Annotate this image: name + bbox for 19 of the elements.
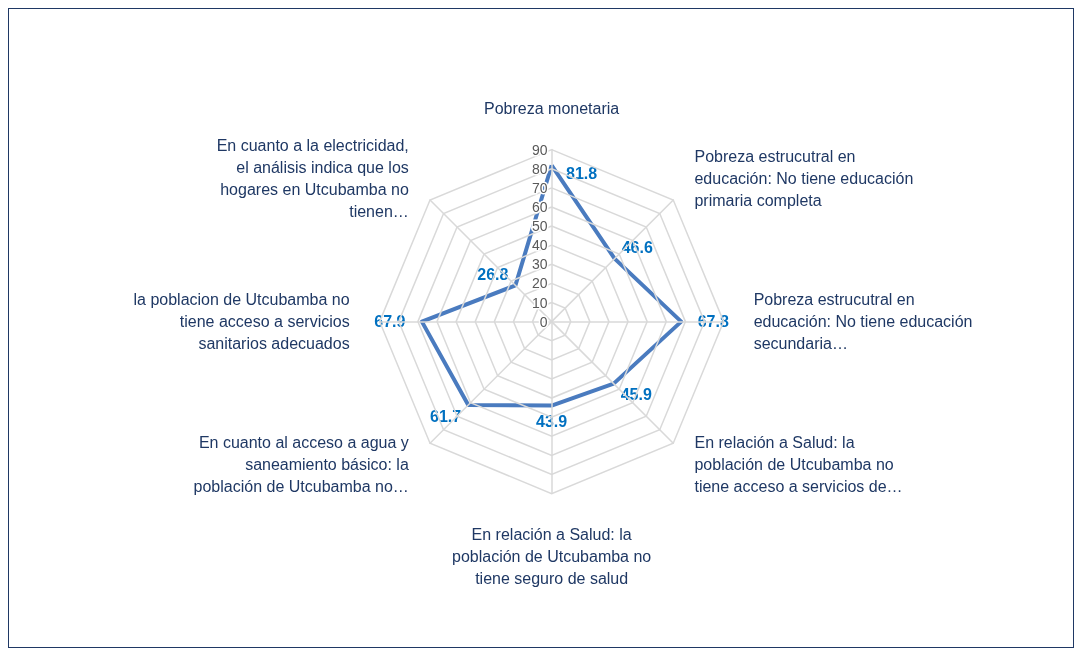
spoke-label: Pobreza monetaria	[484, 100, 620, 118]
spoke-label: la poblacion de Utcubamba no tiene acceso a servicios sanitarios adecuados	[133, 291, 350, 353]
data-label: 45.9	[620, 386, 652, 404]
y-tick-label: 40	[532, 237, 548, 254]
data-label: 43.9	[536, 413, 568, 431]
spoke-label: En relación a Salud: la población de Utcubamba no tiene acceso a servicios de…	[694, 433, 903, 495]
spoke-label: Pobreza estrucutral en educación: No tiene educación secundaria…	[753, 291, 973, 353]
spoke-label: Pobreza estrucutral en educación: No tiene educación primaria completa	[694, 148, 914, 210]
y-tick-label: 30	[532, 256, 548, 273]
spoke-label: En cuanto al acceso a agua y saneamiento básico: la población de Utcubamba no…	[193, 433, 409, 495]
y-tick-label: 80	[532, 160, 548, 177]
y-tick-label: 20	[532, 275, 548, 292]
spoke-label: En cuanto a la electricidad, el análisis indica que los hogares en Utcubamba no tienen…	[216, 137, 409, 221]
spoke-label: En relación a Salud: la población de Utcubamba no tiene seguro de salud	[452, 526, 652, 588]
y-tick-label: 90	[532, 141, 548, 158]
y-tick-label: 0	[539, 313, 548, 330]
data-label: 46.6	[621, 238, 653, 256]
y-tick-label: 10	[532, 294, 548, 311]
data-label: 81.8	[566, 164, 598, 182]
